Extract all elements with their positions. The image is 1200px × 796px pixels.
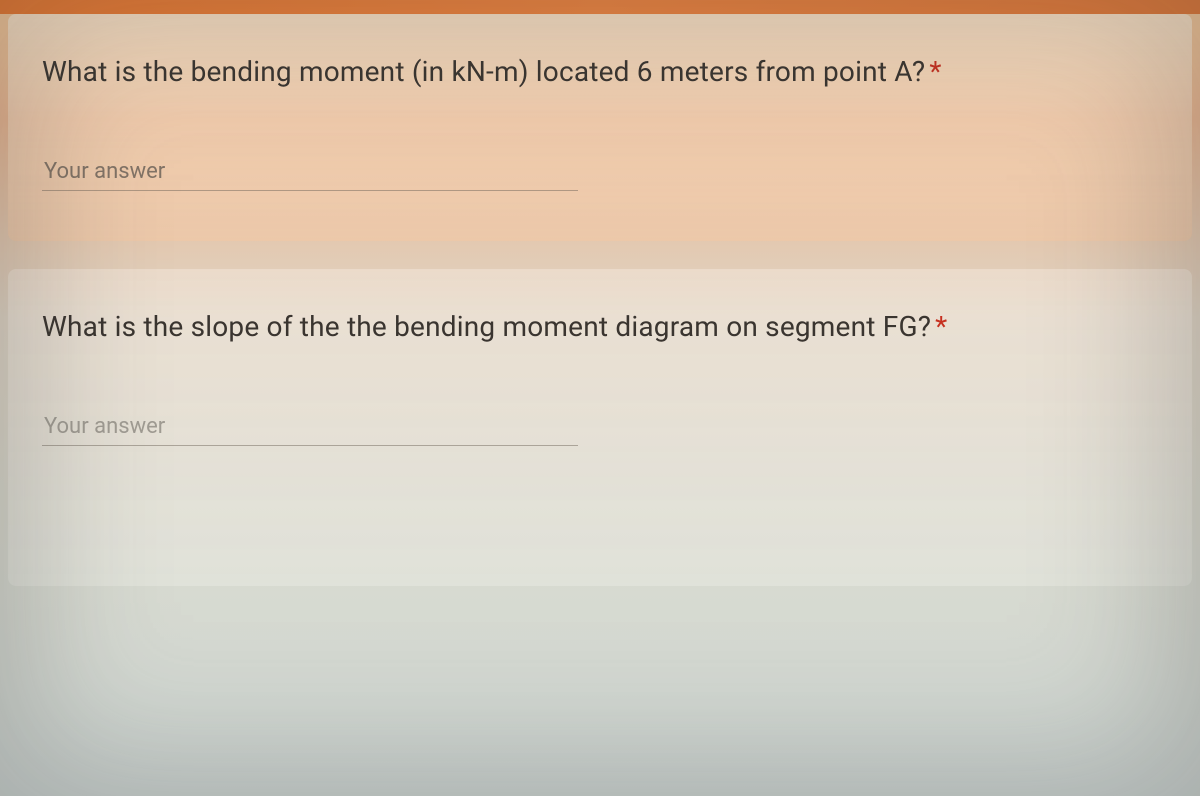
required-indicator: * (935, 310, 947, 343)
answer-field-wrapper (42, 153, 578, 191)
question-text-content: What is the slope of the the bending mom… (42, 310, 931, 343)
question-text-content: What is the bending moment (in kN-m) loc… (42, 55, 925, 88)
answer-input-1[interactable] (42, 153, 578, 191)
question-card-1: What is the bending moment (in kN-m) loc… (8, 14, 1192, 241)
question-title: What is the bending moment (in kN-m) loc… (42, 52, 1158, 91)
answer-field-wrapper (42, 408, 578, 446)
required-indicator: * (929, 55, 941, 88)
question-card-2: What is the slope of the the bending mom… (8, 269, 1192, 586)
form-accent-bar (0, 0, 1200, 14)
answer-input-2[interactable] (42, 408, 578, 446)
question-title: What is the slope of the the bending mom… (42, 307, 1158, 346)
